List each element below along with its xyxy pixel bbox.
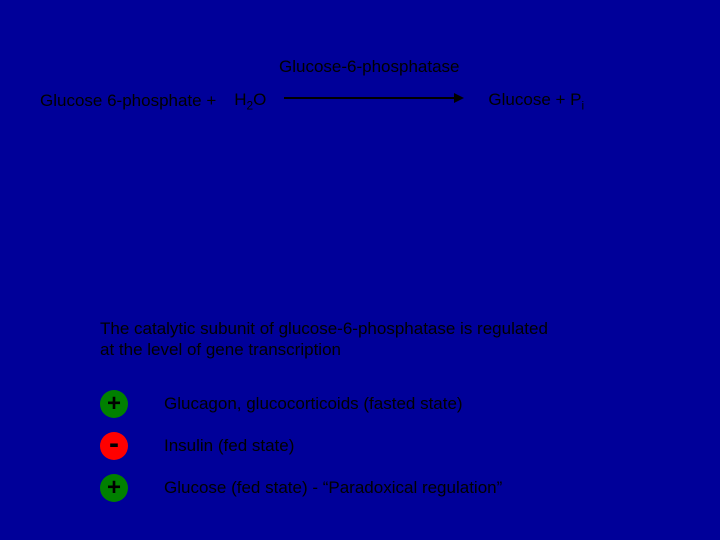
product-text: Glucose + Pi xyxy=(488,90,584,112)
water-o: O xyxy=(253,90,266,109)
reaction-equation: Glucose 6-phosphate + H2O Glucose + Pi xyxy=(40,90,584,112)
reaction-arrow-icon xyxy=(284,89,464,109)
regulator-row: + Glucagon, glucocorticoids (fasted stat… xyxy=(100,390,463,418)
caption-line-1: The catalytic subunit of glucose-6-phosp… xyxy=(100,319,548,338)
product-main: Glucose + P xyxy=(488,90,581,109)
regulator-text: Insulin (fed state) xyxy=(164,436,294,456)
regulator-text: Glucose (fed state) - “Paradoxical regul… xyxy=(164,478,502,498)
regulator-row: + Glucose (fed state) - “Paradoxical reg… xyxy=(100,474,502,502)
product-sub: i xyxy=(581,98,584,112)
enzyme-name: Glucose-6-phosphatase xyxy=(279,57,460,77)
minus-icon: - xyxy=(100,432,128,460)
caption-line-2: at the level of gene transcription xyxy=(100,340,341,359)
water-h: H xyxy=(234,90,246,109)
plus-icon: + xyxy=(100,474,128,502)
substrate-text: Glucose 6-phosphate + xyxy=(40,91,216,111)
plus-icon: + xyxy=(100,390,128,418)
water-text: H2O xyxy=(234,90,266,112)
regulator-text: Glucagon, glucocorticoids (fasted state) xyxy=(164,394,463,414)
regulator-row: - Insulin (fed state) xyxy=(100,432,294,460)
regulation-caption: The catalytic subunit of glucose-6-phosp… xyxy=(100,318,548,361)
